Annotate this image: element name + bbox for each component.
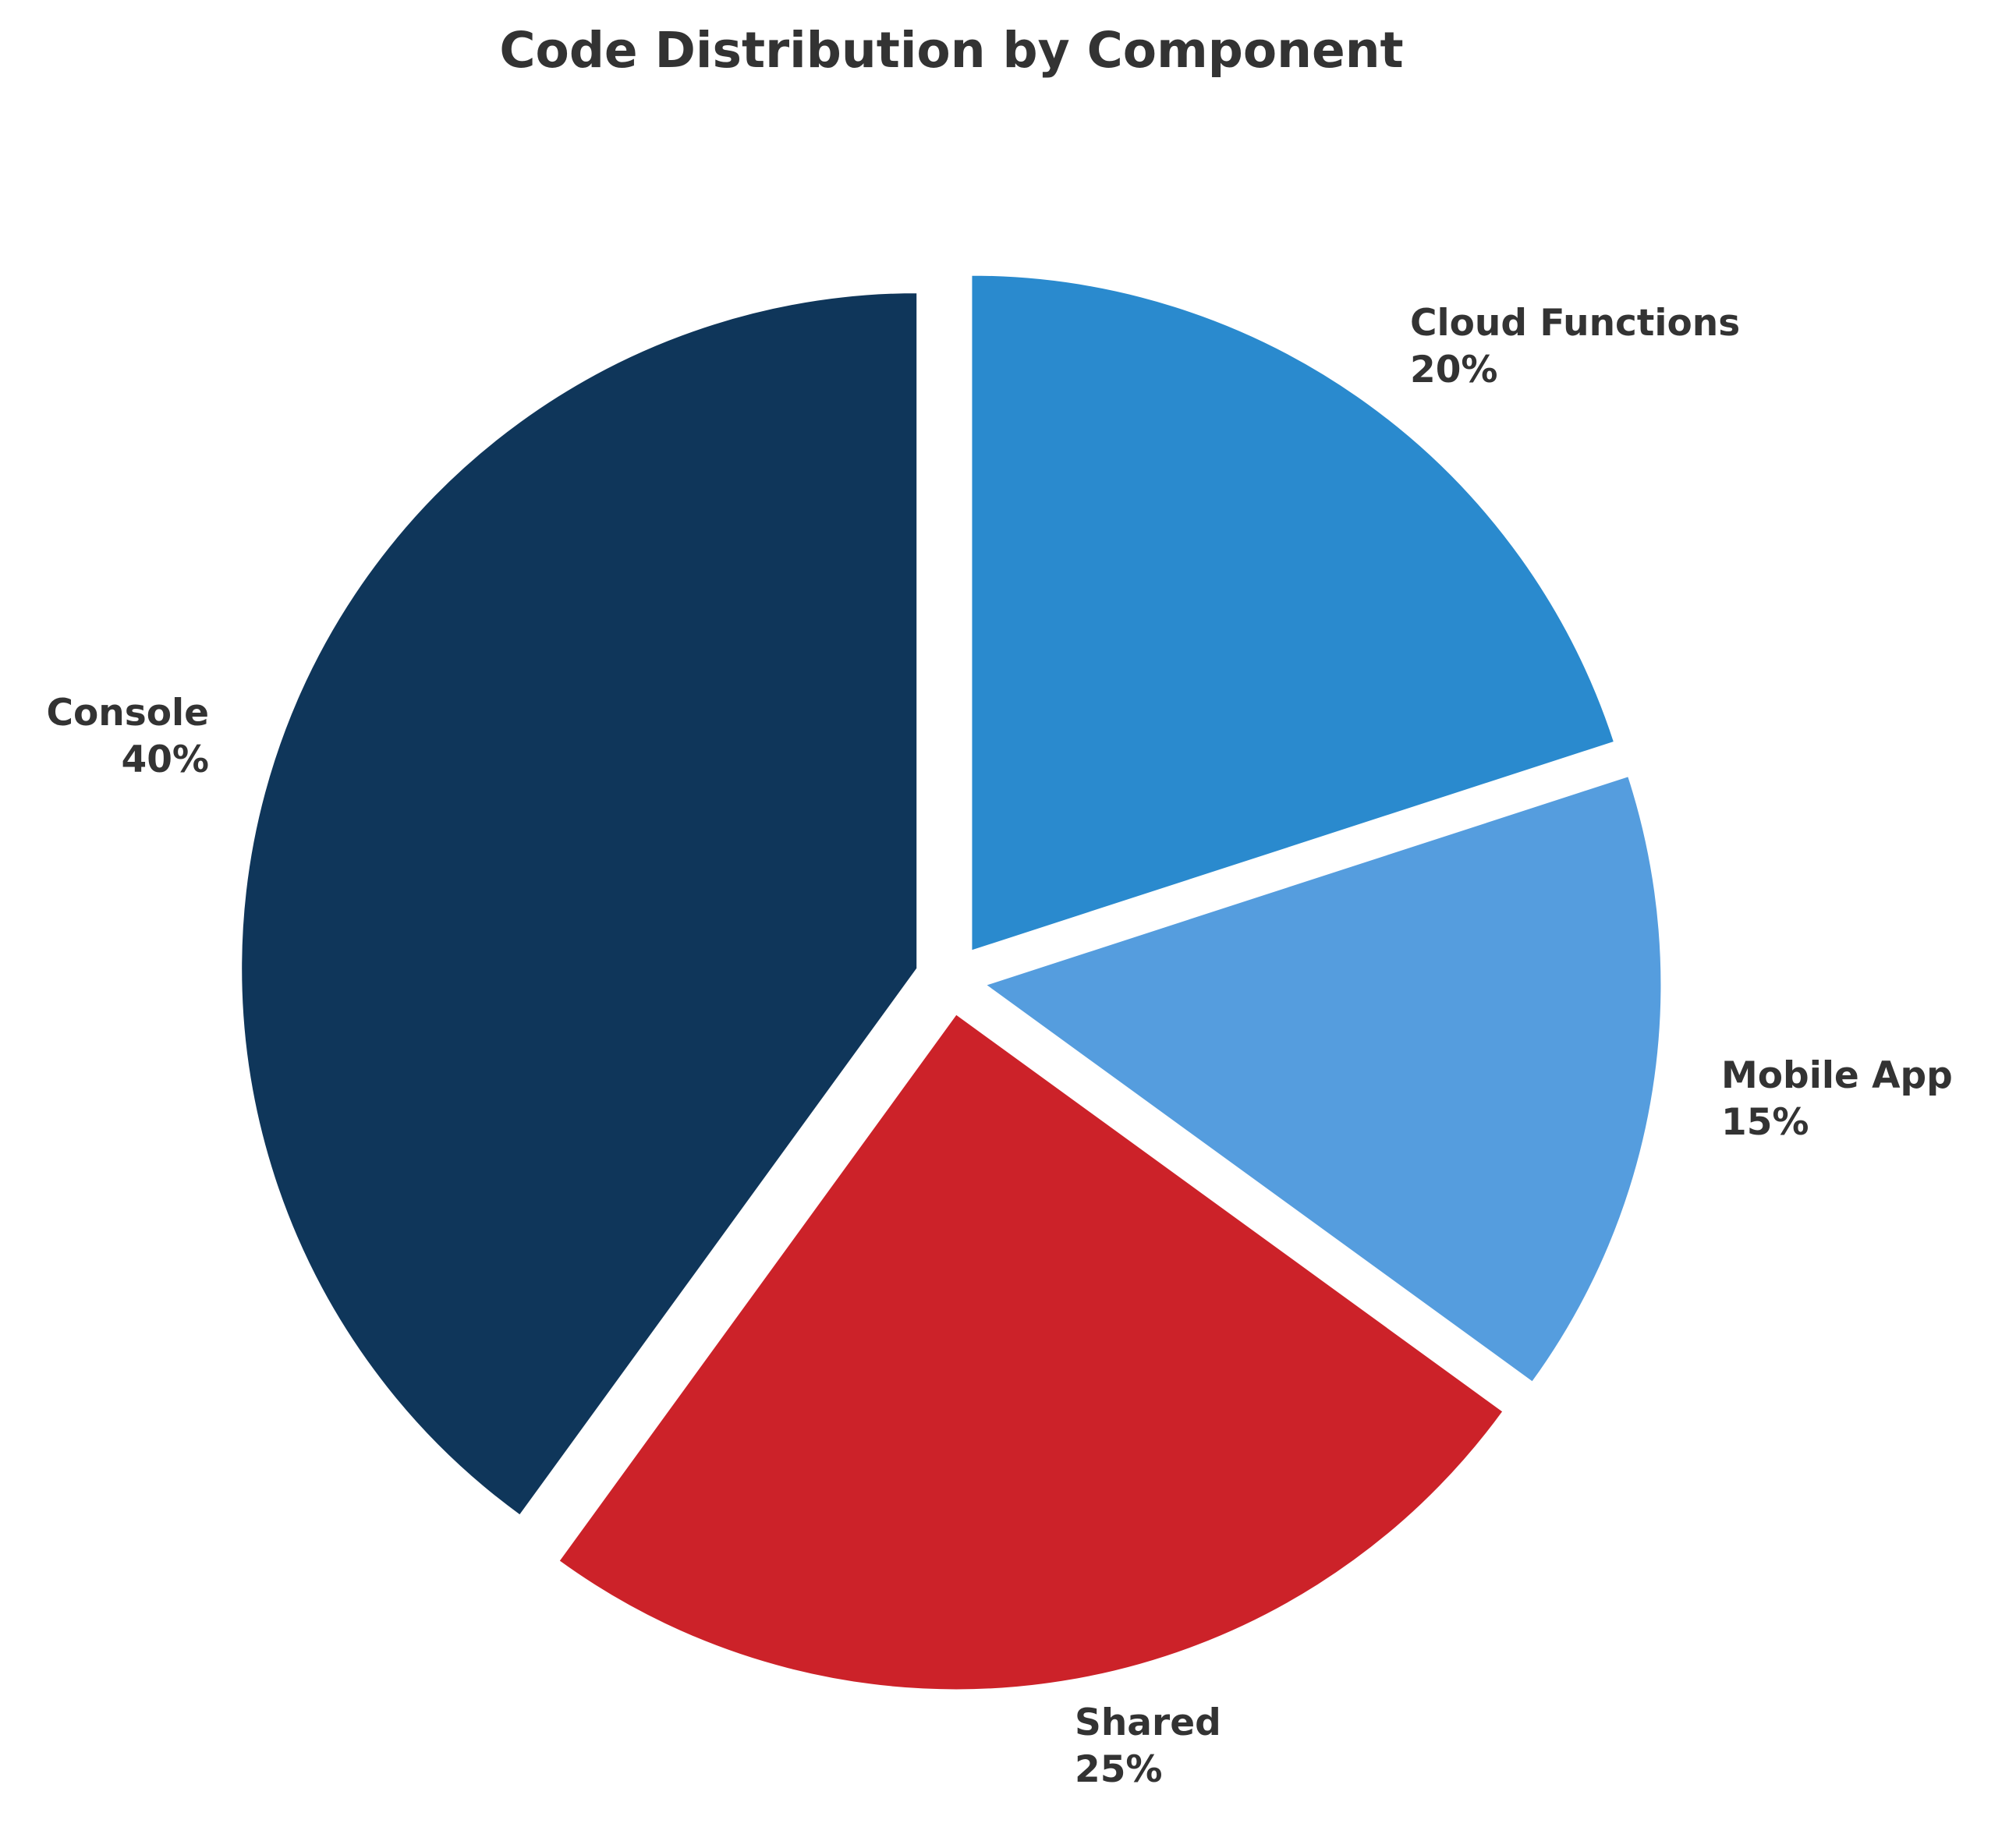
slice-label-percent: 25% bbox=[1075, 1748, 1163, 1791]
pie-slice-console bbox=[240, 292, 919, 1517]
slice-label-name: Console bbox=[47, 692, 210, 735]
pie-slice-shared bbox=[558, 1013, 1504, 1691]
slice-label-percent: 15% bbox=[1721, 1101, 1809, 1144]
slice-label-cloud-functions: Cloud Functions 20% bbox=[1410, 302, 1740, 391]
slice-label-percent: 40% bbox=[122, 738, 210, 781]
slice-label-console: Console 40% bbox=[47, 692, 210, 781]
slice-label-shared: Shared 25% bbox=[1075, 1701, 1221, 1791]
pie-slices bbox=[240, 274, 1663, 1691]
slice-label-name: Mobile App bbox=[1721, 1054, 1953, 1097]
slice-label-name: Cloud Functions bbox=[1410, 302, 1740, 345]
slice-label-percent: 20% bbox=[1410, 349, 1498, 391]
chart-title: Code Distribution by Component bbox=[499, 22, 1403, 79]
pie-slice-cloud-functions bbox=[970, 274, 1616, 952]
slice-labels: Console 40% Shared 25% Mobile App 15% Cloud Fu… bbox=[47, 302, 1953, 1791]
pie-slice-mobile-app bbox=[983, 774, 1663, 1384]
slice-label-name: Shared bbox=[1075, 1701, 1221, 1744]
slice-label-mobile-app: Mobile App 15% bbox=[1721, 1054, 1953, 1144]
